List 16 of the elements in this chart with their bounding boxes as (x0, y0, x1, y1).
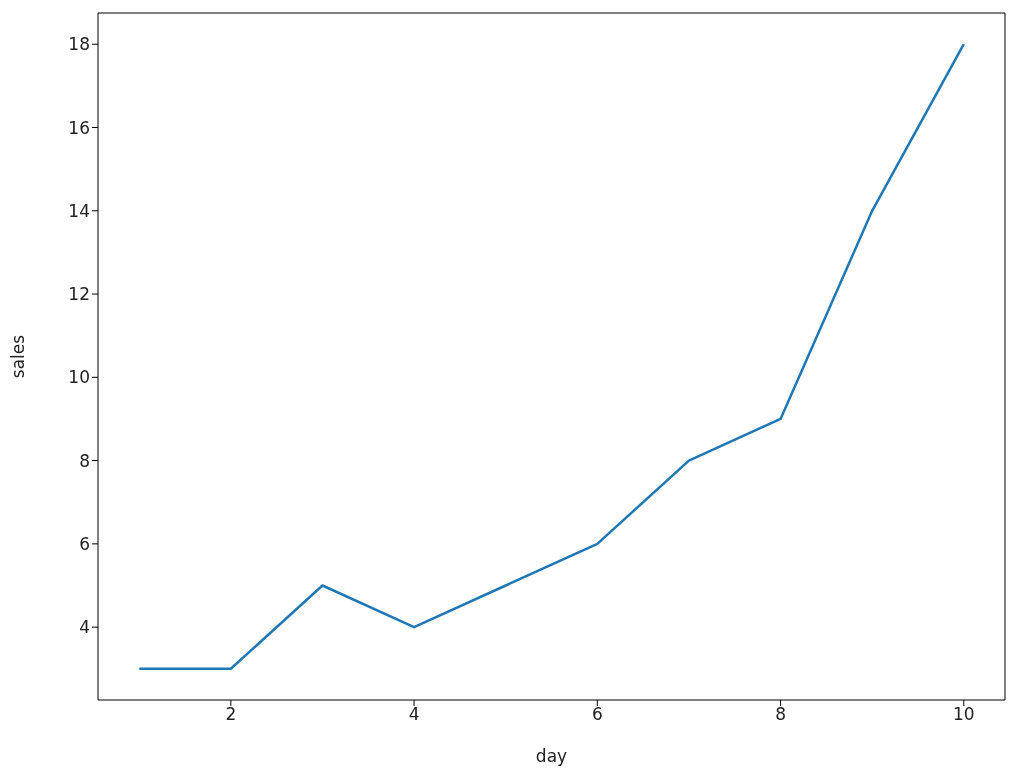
y-tick-label: 12 (68, 284, 90, 305)
y-tick-label: 16 (68, 117, 90, 138)
y-tick-label: 6 (79, 533, 90, 554)
y-tick-label: 14 (68, 200, 90, 221)
y-tick-label: 8 (79, 450, 90, 471)
line-series (137, 42, 966, 671)
x-tick-label: 10 (952, 704, 975, 725)
x-tick-label: 2 (225, 704, 237, 725)
y-axis-title: sales (8, 334, 29, 379)
y-tick-label: 4 (79, 617, 90, 638)
y-tick-label: 18 (68, 34, 90, 55)
y-tick-label: 10 (68, 367, 90, 388)
x-tick-label: 8 (775, 704, 786, 725)
x-axis-title: day (535, 746, 568, 766)
x-tick-label: 6 (591, 704, 603, 725)
x-tick-label: 4 (408, 704, 420, 725)
